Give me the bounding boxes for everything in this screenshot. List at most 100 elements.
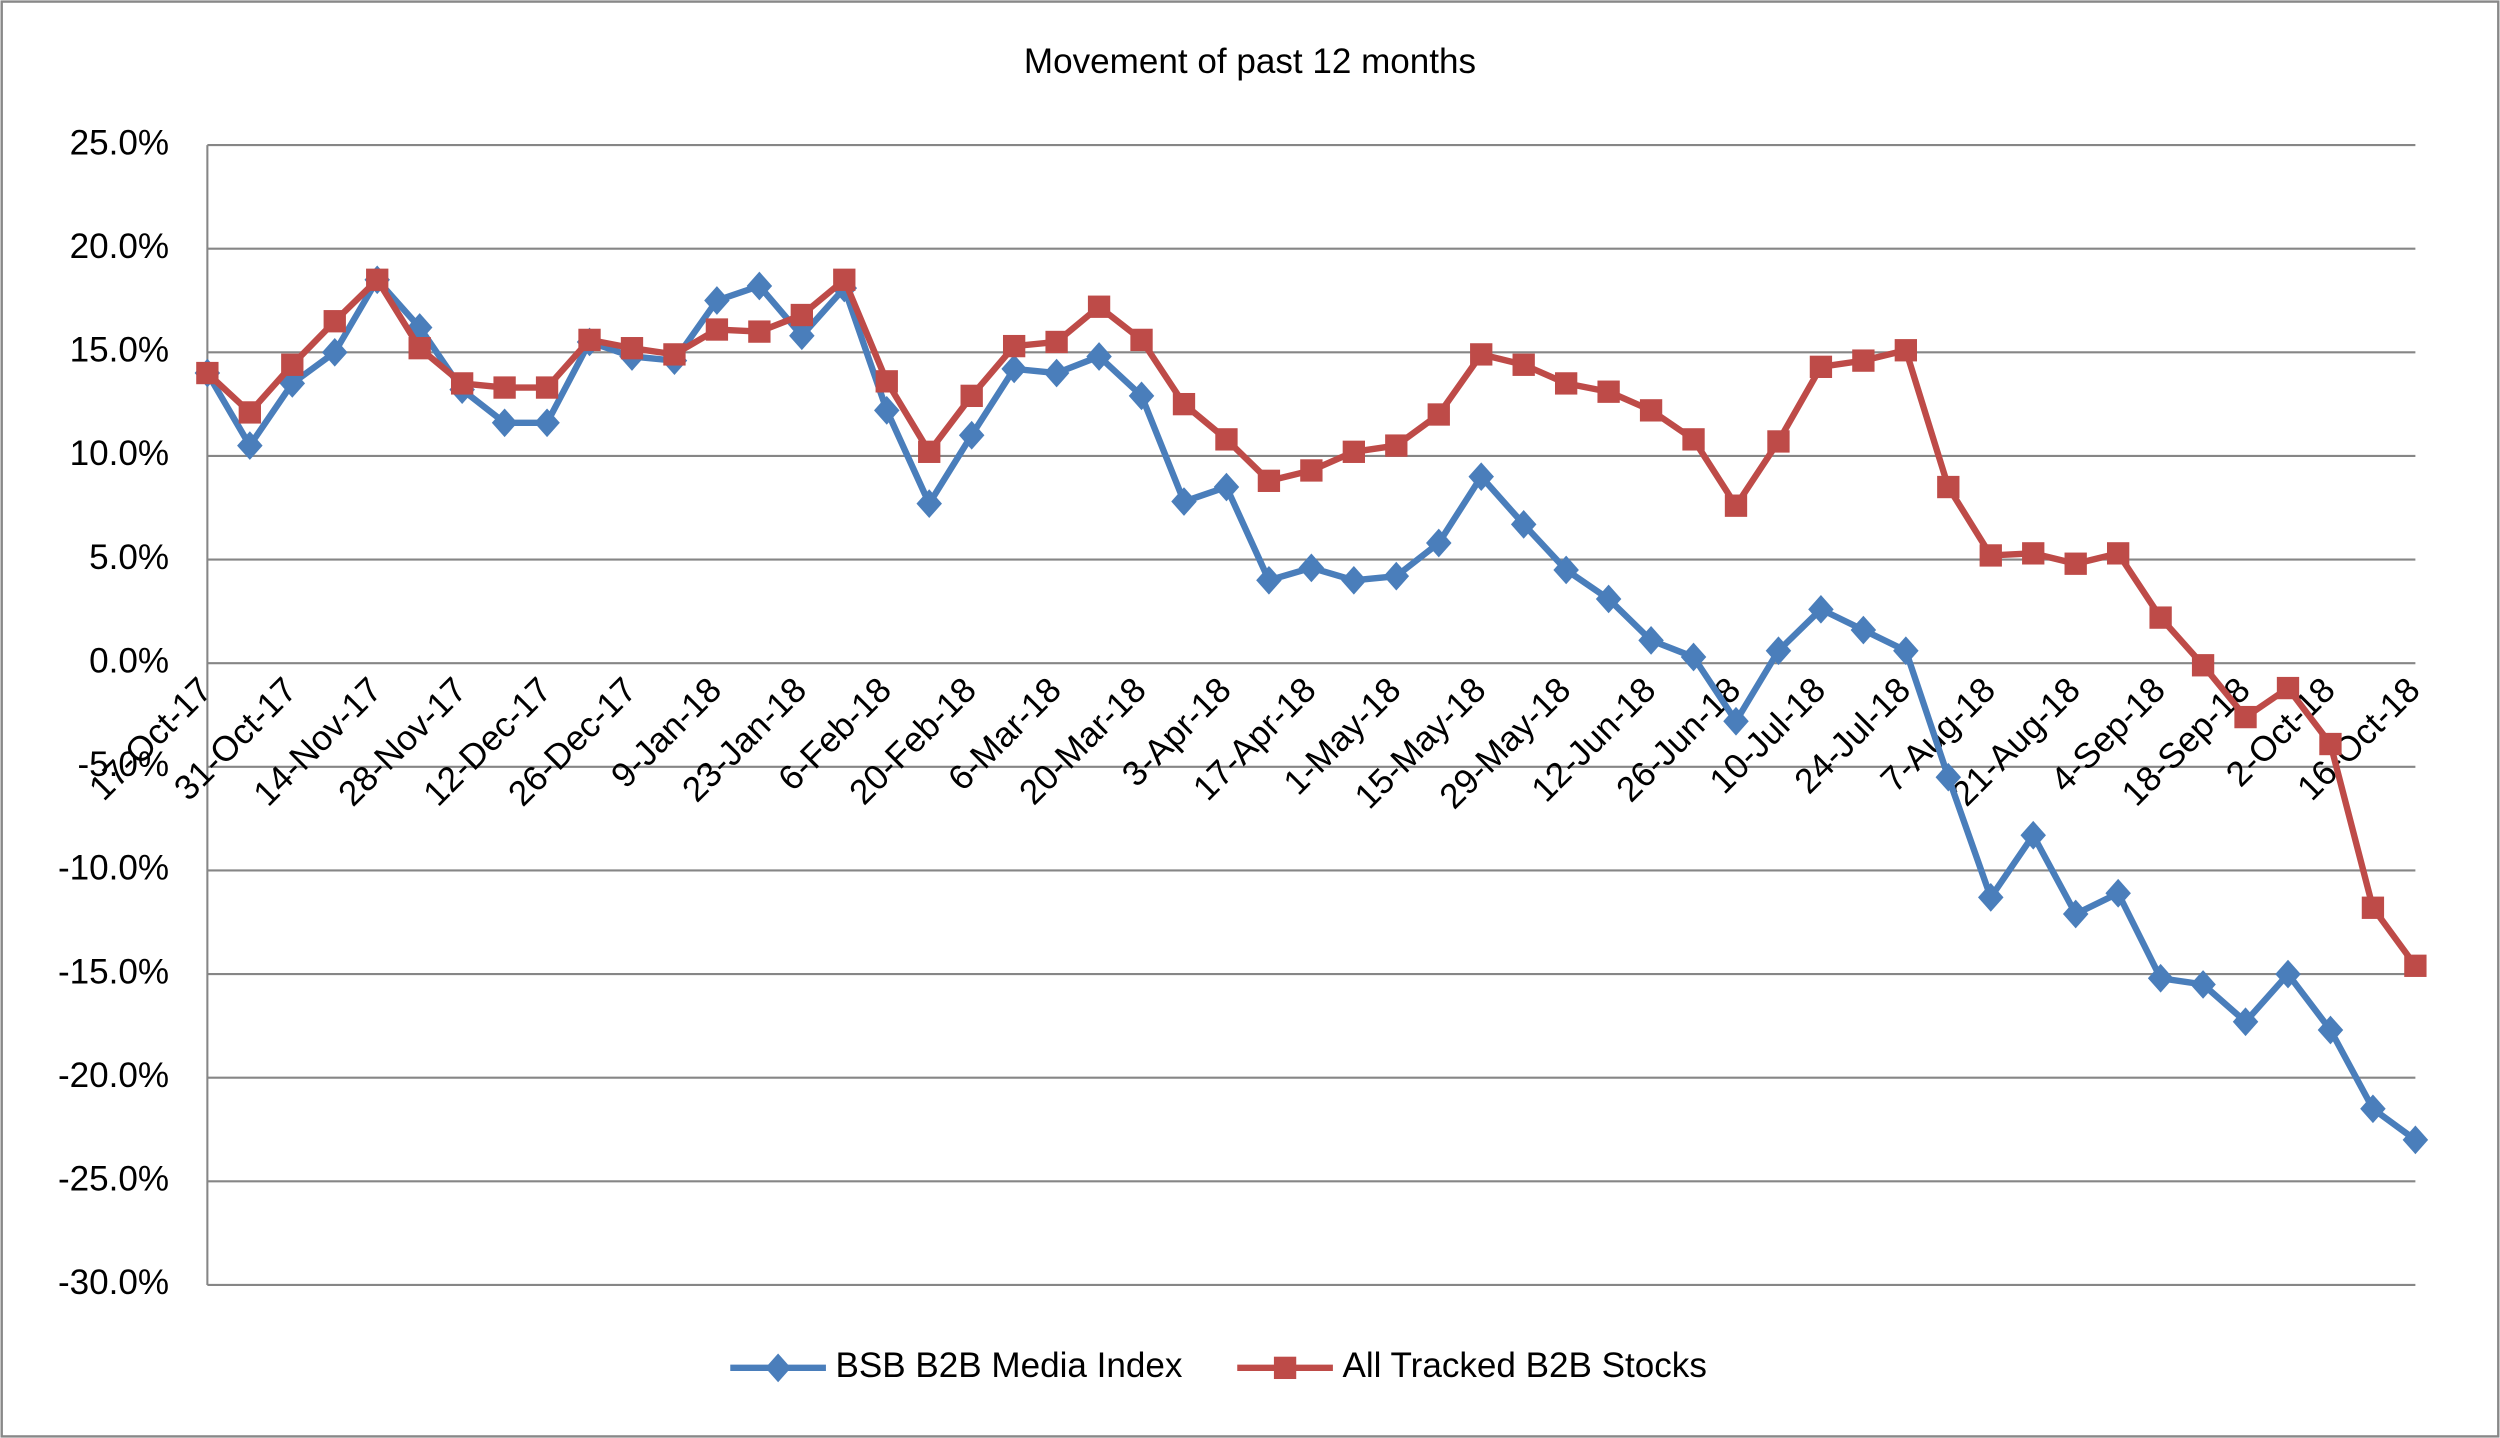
marker (366, 268, 389, 291)
marker (2319, 732, 2342, 756)
marker (578, 328, 601, 352)
y-tick-label: -20.0% (58, 1056, 169, 1095)
marker (2062, 899, 2089, 929)
marker (1979, 544, 2002, 567)
marker (1043, 358, 1070, 388)
marker (281, 353, 304, 376)
marker (1597, 380, 1620, 403)
marker (1682, 428, 1705, 451)
legend-label: All Tracked B2B Stocks (1342, 1346, 1706, 1385)
marker (1273, 1356, 1297, 1380)
marker (1553, 555, 1579, 585)
marker (1172, 392, 1196, 416)
marker (1765, 636, 1792, 666)
marker (2190, 970, 2216, 999)
y-tick-label: -30.0% (58, 1263, 169, 1302)
marker (1470, 343, 1493, 366)
marker (1427, 403, 1450, 426)
marker (1298, 553, 1325, 583)
marker (1257, 469, 1281, 492)
marker (1213, 472, 1240, 502)
marker (1342, 440, 1365, 463)
marker (1510, 509, 1537, 539)
marker (408, 337, 431, 360)
marker (1215, 428, 1238, 451)
marker (2317, 1015, 2344, 1045)
marker (875, 370, 898, 393)
marker (2361, 896, 2385, 919)
y-tick-label: 20.0% (70, 227, 169, 266)
marker (196, 361, 219, 385)
marker (620, 337, 644, 360)
marker (2149, 606, 2172, 629)
y-tick-label: 10.0% (70, 434, 169, 473)
chart-title: Movement of past 12 months (1024, 42, 1476, 81)
y-tick-label: 5.0% (89, 538, 169, 577)
marker (2022, 542, 2045, 565)
marker (2275, 959, 2301, 989)
marker (1852, 349, 1875, 372)
marker (2147, 963, 2174, 993)
marker (1595, 584, 1622, 614)
marker (1639, 399, 1663, 422)
marker (1893, 636, 1919, 666)
marker (1087, 295, 1111, 318)
marker (765, 1353, 791, 1383)
marker (493, 376, 516, 399)
marker (1680, 642, 1707, 672)
y-tick-label: 0.0% (89, 641, 169, 680)
marker (916, 489, 942, 518)
marker (1935, 762, 1962, 792)
marker (833, 268, 856, 291)
marker (2106, 542, 2130, 565)
marker (2276, 676, 2300, 700)
y-tick-label: -15.0% (58, 952, 169, 991)
marker (958, 420, 985, 450)
marker (1002, 334, 1026, 358)
marker (1468, 462, 1494, 492)
marker (2020, 820, 2046, 850)
marker (1383, 561, 1410, 591)
marker (790, 303, 813, 327)
y-tick-label: -10.0% (58, 849, 169, 888)
marker (2105, 878, 2131, 908)
marker (1426, 528, 1452, 558)
y-tick-label: 25.0% (70, 123, 169, 162)
marker (2234, 705, 2257, 729)
marker (1130, 328, 1153, 352)
marker (2232, 1007, 2259, 1037)
marker (1937, 475, 1960, 499)
marker (2404, 954, 2427, 977)
marker (960, 384, 983, 408)
marker (1256, 565, 1282, 595)
y-tick-label: -5.0% (77, 745, 169, 784)
marker (2402, 1125, 2429, 1155)
marker (2191, 654, 2215, 677)
marker (450, 372, 474, 395)
marker (1086, 342, 1112, 371)
marker (1341, 565, 1367, 595)
marker (2064, 552, 2087, 575)
marker (1724, 494, 1748, 517)
marker (1171, 487, 1197, 516)
marker (1767, 430, 1790, 453)
legend-label: BSB B2B Media Index (835, 1346, 1182, 1385)
marker (705, 318, 729, 341)
marker (748, 320, 771, 343)
marker (535, 376, 559, 399)
marker (1978, 883, 2004, 912)
marker (1723, 706, 1749, 736)
marker (1045, 330, 1068, 354)
y-tick-label: -25.0% (58, 1160, 169, 1199)
y-tick-label: 15.0% (70, 331, 169, 370)
marker (323, 310, 346, 333)
marker (237, 431, 263, 460)
marker (1385, 434, 1408, 457)
marker (1894, 339, 1918, 362)
marker (1808, 594, 1834, 624)
marker (1554, 372, 1578, 395)
marker (663, 343, 686, 366)
marker (1850, 615, 1877, 645)
